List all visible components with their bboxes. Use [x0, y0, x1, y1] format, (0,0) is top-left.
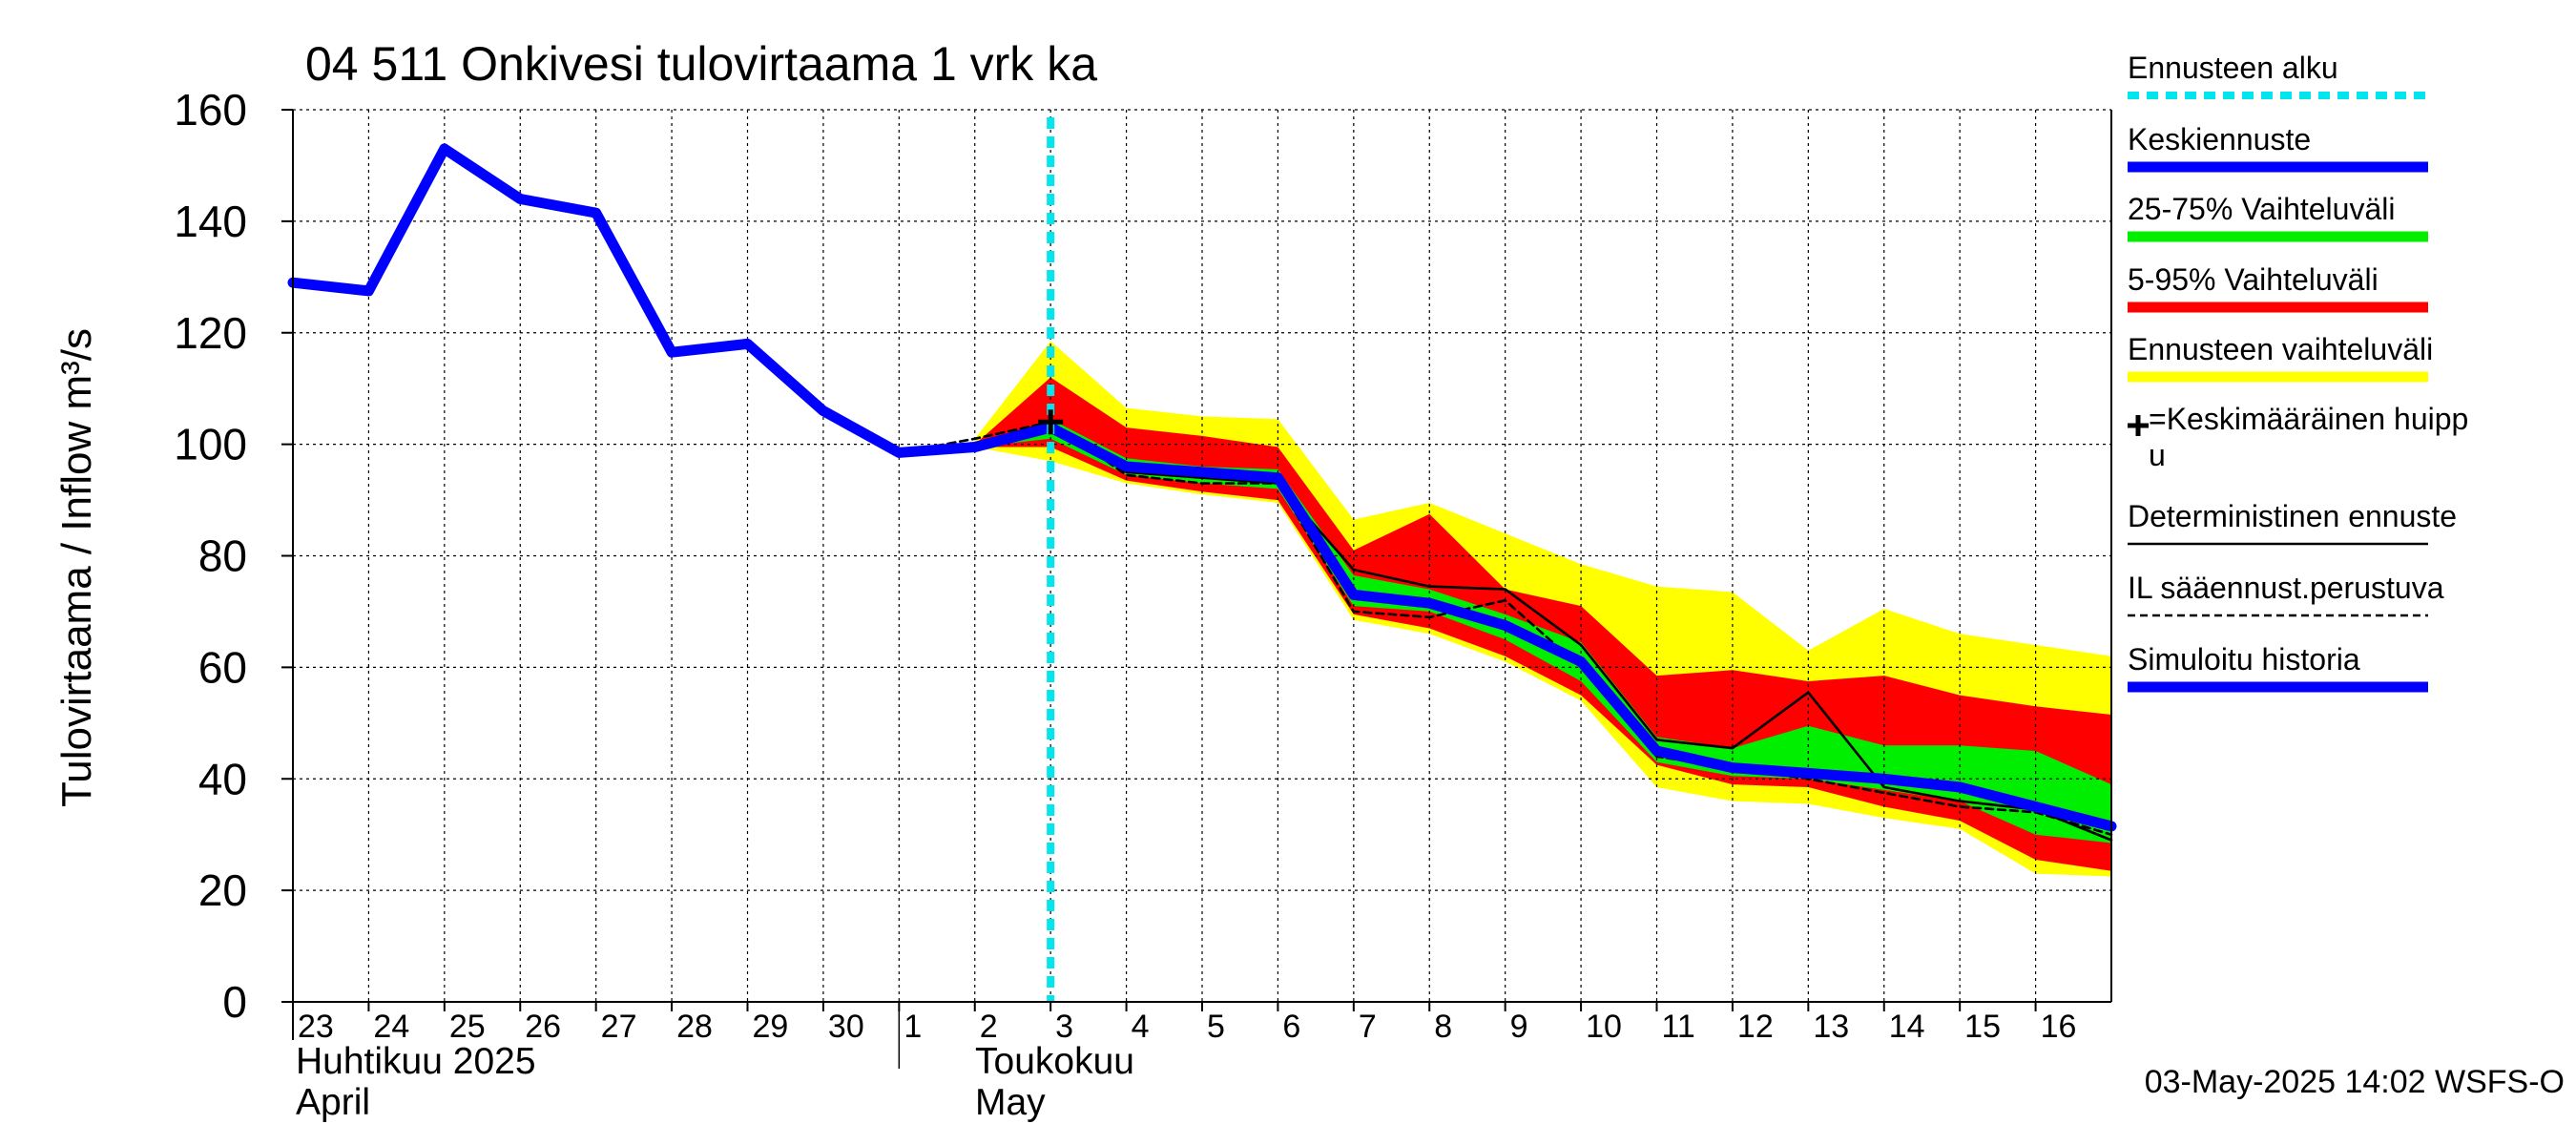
- legend-item-il_weather_forecast: IL sääennust.perustuva: [2128, 571, 2444, 617]
- legend-label: =Keskimääräinen huipp: [2149, 402, 2468, 436]
- y-tick-label: 140: [174, 197, 247, 246]
- x-tick-label: 25: [449, 1009, 486, 1045]
- chart-title: 04 511 Onkivesi tulovirtaama 1 vrk ka: [305, 37, 1097, 91]
- y-tick-label: 120: [174, 308, 247, 358]
- x-tick-label: 14: [1889, 1009, 1925, 1045]
- legend-label: 25-75% Vaihteluväli: [2128, 192, 2395, 226]
- legend-item-range_5_95: 5-95% Vaihteluväli: [2128, 262, 2428, 313]
- month-label-may-fi: Toukokuu: [975, 1041, 1134, 1082]
- x-tick-label: 23: [298, 1009, 334, 1045]
- x-tick-label: 5: [1207, 1009, 1225, 1045]
- x-tick-label: 2: [980, 1009, 998, 1045]
- legend: Ennusteen alku Keskiennuste 25-75% Vaihtel…: [2128, 51, 2468, 693]
- x-tick-label: 7: [1359, 1009, 1377, 1045]
- legend-label: 5-95% Vaihteluväli: [2128, 262, 2379, 297]
- x-tick-label: 12: [1737, 1009, 1774, 1045]
- x-tick-label: 4: [1132, 1009, 1150, 1045]
- legend-item-range_25_75: 25-75% Vaihteluväli: [2128, 192, 2428, 242]
- y-axis-label: Tulovirtaama / Inflow m³/s: [53, 328, 100, 807]
- x-tick-label: 13: [1813, 1009, 1849, 1045]
- month-label-april-en: April: [296, 1082, 370, 1123]
- x-tick-label: 6: [1282, 1009, 1300, 1045]
- x-tick-label: 28: [676, 1009, 713, 1045]
- x-tick-label: 11: [1662, 1009, 1695, 1045]
- legend-label: Ennusteen vaihteluväli: [2128, 332, 2433, 366]
- x-tick-label: 15: [1964, 1009, 2001, 1045]
- legend-item-simulated_history: Simuloitu historia: [2128, 642, 2428, 693]
- plot-area: [287, 109, 2117, 1002]
- legend-label: Simuloitu historia: [2128, 642, 2360, 677]
- x-tick-label: 1: [904, 1009, 922, 1045]
- simulated-history-line: [287, 143, 1056, 458]
- range-25-75-band: [974, 419, 2111, 843]
- y-tick-label: 160: [174, 85, 247, 135]
- x-tick-label: 29: [753, 1009, 789, 1045]
- legend-label: IL sääennust.perustuva: [2128, 571, 2444, 605]
- x-tick-label: 10: [1586, 1009, 1622, 1045]
- x-tick-label: 3: [1055, 1009, 1073, 1045]
- y-tick-label: 60: [198, 642, 247, 692]
- legend-label: Deterministinen ennuste: [2128, 499, 2457, 533]
- timestamp-label: 03-May-2025 14:02 WSFS-O: [2145, 1064, 2565, 1100]
- legend-item-deterministic_forecast: Deterministinen ennuste: [2128, 499, 2457, 546]
- y-tick-label: 40: [198, 754, 247, 803]
- mean-forecast-line: [1045, 422, 2117, 832]
- y-tick-label: 100: [174, 420, 247, 469]
- legend-label: Ennusteen alku: [2128, 51, 2338, 85]
- x-tick-label: 8: [1434, 1009, 1452, 1045]
- legend-item-forecast_start: Ennusteen alku: [2128, 51, 2428, 99]
- month-label-april-fi: Huhtikuu 2025: [296, 1041, 536, 1082]
- x-tick-label: 16: [2041, 1009, 2077, 1045]
- mean-peak-marker: [1038, 409, 1064, 435]
- x-tick-label: 26: [525, 1009, 561, 1045]
- y-tick-label: 80: [198, 531, 247, 581]
- y-tick-label: 20: [198, 865, 247, 915]
- legend-label: Keskiennuste: [2128, 122, 2311, 156]
- month-label-may-en: May: [975, 1082, 1046, 1123]
- x-tick-label: 24: [373, 1009, 409, 1045]
- legend-item-forecast_range: Ennusteen vaihteluväli: [2128, 332, 2433, 383]
- legend-symbol-plus: [2128, 415, 2149, 436]
- y-tick-label: 0: [222, 977, 247, 1027]
- x-tick-label: 30: [828, 1009, 864, 1045]
- legend-item-mean_forecast: Keskiennuste: [2128, 122, 2428, 173]
- legend-label: u: [2149, 438, 2166, 472]
- x-tick-label: 27: [601, 1009, 637, 1045]
- x-tick-label: 9: [1510, 1009, 1528, 1045]
